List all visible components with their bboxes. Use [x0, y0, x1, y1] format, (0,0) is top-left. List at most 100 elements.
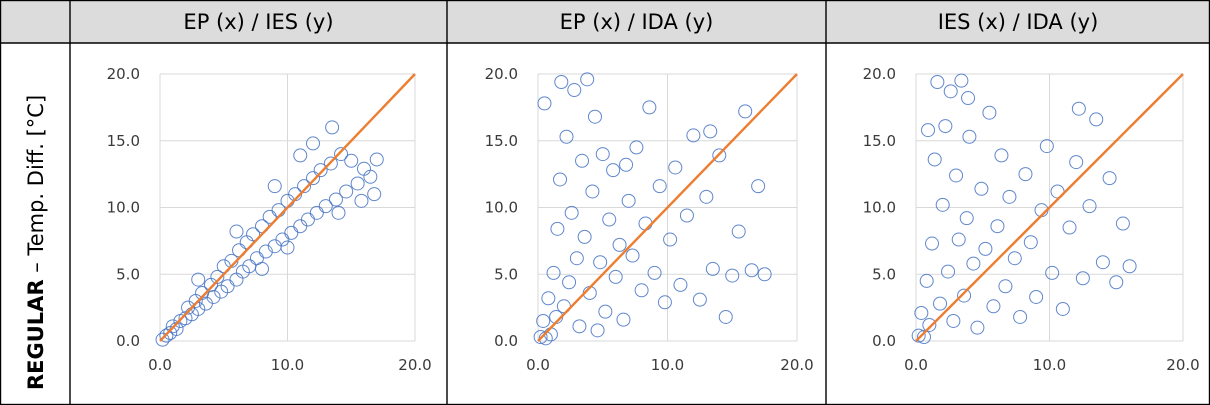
scatter-point	[718, 309, 733, 324]
scatter-point	[679, 208, 694, 223]
scatter-point	[994, 148, 1009, 163]
scatter-point	[587, 109, 602, 124]
x-tick-label: 20.0	[1166, 356, 1199, 374]
scatter-point	[919, 273, 934, 288]
scatter-point	[930, 75, 945, 90]
scatter-panel-ep-ies: EP (x) / IES (y) 0.0 5.0 10.0 15.0 20.0 0.0 10.…	[107, 10, 432, 374]
chart-title: EP (x) / IDA (y)	[560, 10, 714, 34]
scatter-point	[564, 205, 579, 220]
scatter-point	[354, 193, 369, 208]
scatter-point	[1109, 275, 1124, 290]
scatter-point	[982, 105, 997, 120]
scatter-point	[692, 292, 707, 307]
scatter-point	[369, 152, 384, 167]
scatter-point	[974, 181, 989, 196]
scatter-point	[619, 157, 634, 172]
scatter-point	[546, 265, 561, 280]
scatter-point	[293, 148, 308, 163]
scatter-point	[275, 232, 290, 247]
scatter-point	[638, 216, 653, 231]
scatter-point	[297, 179, 312, 194]
scatter-point	[575, 153, 590, 168]
scatter-point	[165, 319, 180, 334]
scatter-point	[731, 224, 746, 239]
scatter-point	[255, 261, 269, 276]
row-label-rest: – Temp. Diff. [°C]	[24, 95, 48, 280]
scatter-point	[210, 269, 225, 284]
scatter-point	[306, 171, 320, 186]
y-tick-label: 15.0	[485, 132, 518, 150]
scatter-point	[562, 275, 577, 290]
scatter-point	[1029, 289, 1044, 304]
scatter-point	[744, 263, 759, 278]
scatter-point	[962, 129, 977, 144]
scatter-point	[541, 291, 556, 306]
scatter-point	[325, 120, 340, 135]
scatter-point	[938, 119, 953, 134]
scatter-point	[1013, 309, 1028, 324]
scatter-point	[616, 312, 631, 327]
scatter-point	[966, 256, 981, 271]
scatter-point	[978, 241, 993, 256]
scatter-point	[262, 209, 277, 224]
scatter-point	[595, 147, 610, 162]
scatter-point	[712, 148, 727, 163]
scatter-point	[959, 211, 974, 226]
scatter-point	[334, 147, 349, 162]
y-tick-label: 0.0	[872, 332, 896, 350]
scatter-point	[293, 219, 308, 234]
scatter-point	[621, 193, 636, 208]
chart-title: EP (x) / IES (y)	[183, 10, 333, 34]
scatter-point	[537, 96, 552, 111]
scatter-points	[533, 72, 772, 346]
x-tick-label: 0.0	[904, 356, 928, 374]
scatter-point	[921, 123, 936, 138]
scatter-point	[625, 248, 640, 263]
scatter-point	[986, 299, 1001, 314]
scatter-point	[970, 320, 985, 335]
reference-line	[537, 73, 798, 342]
scatter-point	[220, 279, 235, 294]
scatter-point	[300, 212, 315, 227]
scatter-point	[313, 163, 328, 178]
scatter-point	[554, 75, 569, 90]
reference-line	[915, 73, 1184, 342]
scatter-point	[357, 161, 371, 176]
scatter-point	[946, 313, 961, 328]
scatter-point	[585, 184, 600, 199]
scatter-point	[191, 272, 206, 287]
row-label-bold: REGULAR	[24, 279, 48, 390]
scatter-point	[1055, 301, 1070, 316]
scatter-point	[280, 240, 295, 255]
header-band	[0, 0, 1210, 43]
scatter-point	[606, 163, 621, 178]
scatter-point	[536, 313, 551, 328]
scatter-point	[323, 156, 338, 171]
scatter-point	[751, 179, 766, 194]
y-tick-label: 20.0	[485, 65, 518, 83]
scatter-point	[569, 251, 584, 266]
scatter-point	[602, 212, 617, 227]
scatter-point	[339, 184, 354, 199]
scatter-point	[911, 328, 926, 343]
scatter-point	[917, 329, 932, 344]
scatter-point	[927, 152, 942, 167]
scatter-point	[572, 319, 587, 334]
scatter-point	[642, 100, 657, 115]
y-tick-label: 5.0	[494, 265, 518, 283]
scatter-point	[229, 272, 244, 287]
scatter-point	[951, 232, 966, 247]
scatter-point	[1075, 271, 1090, 286]
scatter-point	[559, 129, 574, 144]
scatter-point	[206, 289, 221, 304]
scatter-point	[1082, 199, 1097, 214]
scatter-point	[612, 237, 627, 252]
scatter-point	[284, 225, 299, 240]
scatter-panel-ep-ida: EP (x) / IDA (y) 0.0 5.0 10.0 15.0 20.0 0.0 10.…	[485, 10, 814, 374]
scatter-point	[309, 205, 324, 220]
scatter-point	[657, 295, 672, 310]
scatter-point	[954, 73, 969, 88]
scatter-point	[246, 227, 261, 242]
scatter-point	[363, 169, 378, 184]
